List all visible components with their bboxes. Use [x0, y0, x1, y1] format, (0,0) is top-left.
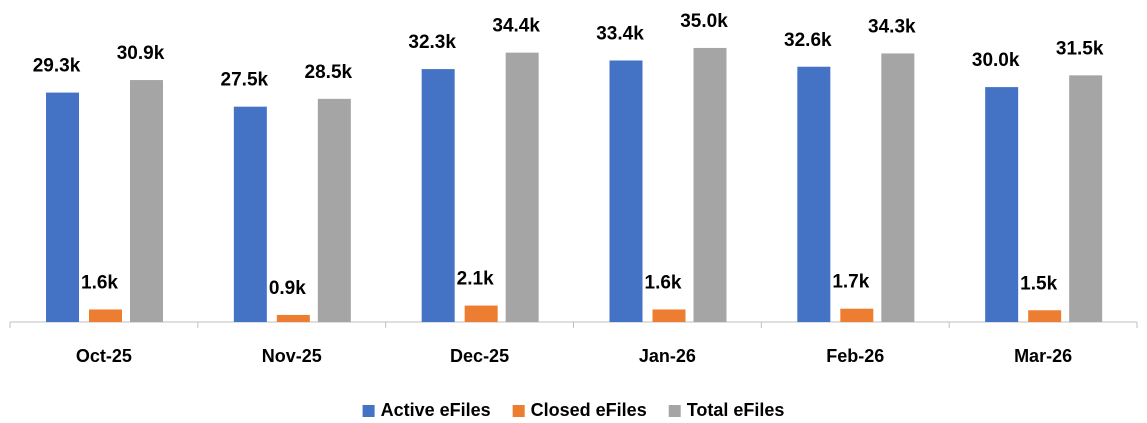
data-label: 33.4k — [596, 23, 644, 44]
legend-label: Closed eFiles — [531, 400, 647, 420]
data-label: 34.3k — [868, 16, 916, 37]
bar — [233, 106, 267, 322]
data-label: 30.0k — [972, 50, 1020, 71]
bar — [797, 66, 831, 322]
bar — [652, 309, 686, 322]
bar — [276, 314, 310, 322]
data-label: 27.5k — [221, 70, 269, 91]
legend-label: Total eFiles — [687, 400, 785, 420]
bar — [609, 60, 643, 323]
data-label: 35.0k — [680, 11, 728, 32]
data-label: 32.6k — [784, 30, 832, 51]
data-label: 1.6k — [81, 272, 118, 293]
legend-label: Active eFiles — [381, 400, 491, 420]
bar — [46, 92, 79, 323]
data-label: 2.1k — [457, 269, 494, 290]
data-label: 32.3k — [408, 32, 456, 53]
bar — [317, 98, 351, 322]
legend-swatch — [668, 405, 681, 417]
bar — [693, 47, 727, 322]
x-tick-label: Dec-25 — [450, 346, 509, 366]
bar — [505, 52, 539, 322]
bar — [881, 53, 915, 322]
data-label: 34.4k — [492, 16, 540, 37]
x-tick-label: Oct-25 — [76, 346, 132, 366]
data-label: 29.3k — [33, 56, 81, 77]
data-label: 30.9k — [117, 43, 165, 64]
data-label: 28.5k — [305, 62, 353, 83]
bar — [130, 80, 163, 322]
data-label: 1.7k — [832, 272, 869, 293]
data-label: 0.9k — [269, 278, 306, 299]
data-label: 1.6k — [645, 272, 682, 293]
bar — [89, 309, 122, 322]
bar — [421, 69, 455, 322]
x-tick-label: Mar-26 — [1014, 346, 1072, 366]
bar — [985, 87, 1019, 322]
x-tick-label: Nov-25 — [262, 346, 322, 366]
data-label: 1.5k — [1020, 273, 1057, 294]
data-label: 31.5k — [1056, 38, 1104, 59]
x-tick-label: Jan-26 — [639, 346, 696, 366]
bar — [840, 308, 874, 322]
x-tick-label: Feb-26 — [826, 346, 884, 366]
bar — [1028, 310, 1062, 322]
legend-swatch — [512, 405, 525, 417]
bar — [1069, 75, 1103, 322]
legend-swatch — [362, 405, 375, 417]
bar — [464, 305, 498, 322]
